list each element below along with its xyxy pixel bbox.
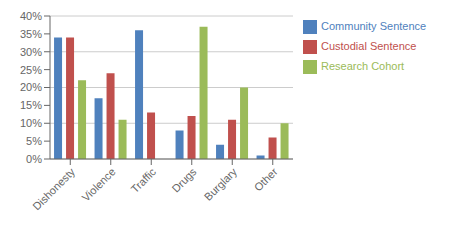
svg-text:Other: Other bbox=[252, 165, 280, 193]
svg-text:Drugs: Drugs bbox=[169, 165, 199, 195]
html-text:Community Sentence: Community Sentence bbox=[321, 20, 427, 32]
svg-text:0%: 0% bbox=[26, 153, 42, 165]
svg-text:Traffic: Traffic bbox=[129, 165, 159, 195]
svg-text:Violence: Violence bbox=[80, 165, 118, 203]
svg-text:5%: 5% bbox=[26, 135, 42, 147]
svg-text:20%: 20% bbox=[20, 81, 42, 93]
svg-text:15%: 15% bbox=[20, 99, 42, 111]
svg-text:25%: 25% bbox=[20, 64, 42, 76]
svg-text:40%: 40% bbox=[20, 10, 42, 22]
svg-text:10%: 10% bbox=[20, 117, 42, 129]
html-text:Custodial Sentence: Custodial Sentence bbox=[321, 40, 417, 52]
svg-text:Burglary: Burglary bbox=[202, 165, 240, 203]
svg-text:35%: 35% bbox=[20, 28, 42, 40]
svg-text:30%: 30% bbox=[20, 46, 42, 58]
svg-text:Dishonesty: Dishonesty bbox=[30, 165, 77, 212]
html-text:Research Cohort: Research Cohort bbox=[321, 60, 405, 72]
